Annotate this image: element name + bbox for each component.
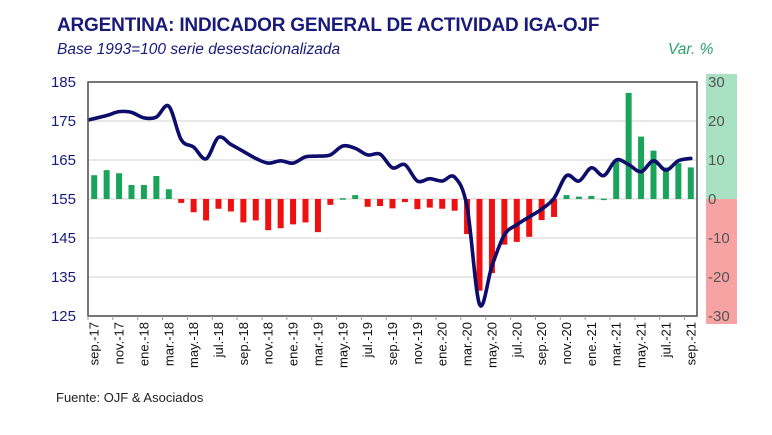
source-note: Fuente: OJF & Asociados bbox=[56, 390, 204, 405]
right-tick-label: -10 bbox=[708, 230, 730, 247]
bar bbox=[650, 150, 657, 199]
x-tick-label: nov.-18 bbox=[261, 322, 276, 364]
bar bbox=[414, 199, 421, 210]
bar bbox=[501, 199, 508, 245]
x-tick-label: jul.-18 bbox=[211, 322, 226, 358]
bar bbox=[439, 199, 446, 209]
bar bbox=[290, 199, 297, 225]
bar bbox=[215, 199, 222, 209]
right-tick-label: 0 bbox=[708, 191, 716, 208]
bar bbox=[625, 92, 632, 199]
x-tick-label: ene.-20 bbox=[435, 322, 450, 366]
negative-band bbox=[706, 199, 737, 324]
right-tick-label: -30 bbox=[708, 308, 730, 325]
bar bbox=[513, 199, 520, 242]
left-tick-label: 165 bbox=[51, 152, 76, 169]
bar bbox=[314, 199, 321, 233]
x-tick-label: may.-18 bbox=[186, 322, 201, 368]
x-tick-label: jul.-21 bbox=[658, 322, 673, 358]
bar bbox=[364, 199, 371, 207]
bar bbox=[140, 184, 147, 199]
bar bbox=[302, 199, 309, 223]
left-tick-label: 175 bbox=[51, 113, 76, 130]
index-line bbox=[87, 103, 693, 308]
bar bbox=[165, 189, 172, 199]
bar bbox=[128, 184, 135, 199]
x-tick-label: mar.-20 bbox=[460, 322, 475, 366]
right-tick-label: -20 bbox=[708, 269, 730, 286]
bar bbox=[203, 199, 210, 221]
bar bbox=[401, 199, 408, 203]
right-tick-label: 30 bbox=[708, 74, 725, 91]
bar bbox=[240, 199, 247, 223]
bar bbox=[178, 199, 185, 203]
bar bbox=[675, 163, 682, 199]
right-axis-ticks: -30 -20 -10 0 10 20 30 bbox=[708, 74, 730, 325]
bar bbox=[116, 173, 123, 199]
x-tick-label: may.-19 bbox=[335, 322, 350, 368]
plot-frame bbox=[87, 81, 698, 317]
bar bbox=[103, 170, 110, 199]
bar bbox=[551, 199, 558, 217]
bar bbox=[600, 198, 607, 201]
right-tick-label: 10 bbox=[708, 152, 725, 169]
x-tick-label: jul.-20 bbox=[509, 322, 524, 358]
line-series bbox=[87, 103, 693, 308]
x-tick-label: may.-20 bbox=[484, 322, 499, 368]
x-tick-label: sep.-20 bbox=[534, 322, 549, 365]
bar bbox=[389, 199, 396, 209]
right-tick-label: 20 bbox=[708, 113, 725, 130]
x-tick-label: ene.-21 bbox=[584, 322, 599, 366]
bar bbox=[377, 199, 384, 207]
bar bbox=[352, 195, 359, 199]
x-tick-label: nov.-20 bbox=[559, 322, 574, 364]
x-tick-label: ene.-18 bbox=[136, 322, 151, 366]
bar bbox=[588, 195, 595, 199]
bar bbox=[426, 199, 433, 208]
x-tick-label: may.-21 bbox=[634, 322, 649, 368]
bar bbox=[575, 196, 582, 199]
bar bbox=[476, 199, 483, 291]
x-tick-label: sep.-18 bbox=[236, 322, 251, 365]
bar bbox=[339, 198, 346, 200]
positive-band bbox=[706, 74, 737, 199]
bar bbox=[638, 136, 645, 199]
bar bbox=[153, 175, 160, 199]
bar bbox=[488, 199, 495, 274]
bar-series bbox=[91, 92, 694, 291]
bar bbox=[451, 199, 458, 211]
left-tick-label: 185 bbox=[51, 74, 76, 91]
bar bbox=[91, 175, 98, 199]
x-tick-label: sep.-19 bbox=[385, 322, 400, 365]
bar bbox=[687, 167, 694, 199]
x-tick-label: jul.-19 bbox=[360, 322, 375, 358]
bar bbox=[277, 199, 284, 229]
bar bbox=[327, 199, 334, 205]
bar bbox=[613, 161, 620, 199]
left-tick-label: 125 bbox=[51, 308, 76, 325]
bar bbox=[662, 167, 669, 199]
x-tick-label: mar.-18 bbox=[161, 322, 176, 366]
right-axis-label: Var. % bbox=[668, 41, 714, 58]
left-tick-label: 135 bbox=[51, 269, 76, 286]
x-tick-label: sep.-21 bbox=[683, 322, 698, 365]
x-tick-label: mar.-21 bbox=[609, 322, 624, 366]
x-tick-label: ene.-19 bbox=[286, 322, 301, 366]
left-tick-label: 155 bbox=[51, 191, 76, 208]
bar bbox=[227, 199, 234, 212]
left-axis-ticks: 125 135 145 155 165 175 185 bbox=[51, 74, 76, 325]
bar bbox=[252, 199, 259, 221]
chart-title: ARGENTINA: INDICADOR GENERAL DE ACTIVIDA… bbox=[57, 15, 600, 36]
x-tick-label: mar.-19 bbox=[310, 322, 325, 366]
left-tick-label: 145 bbox=[51, 230, 76, 247]
x-tick-label: nov.-19 bbox=[410, 322, 425, 364]
bar bbox=[190, 199, 197, 213]
chart-subtitle: Base 1993=100 serie desestacionalizada bbox=[57, 41, 341, 58]
bar bbox=[563, 195, 570, 199]
x-tick-label: nov.-17 bbox=[112, 322, 127, 364]
bar bbox=[265, 199, 272, 231]
x-axis-ticks: sep.-17 nov.-17 ene.-18 mar.-18 may.-18 jul.-… bbox=[87, 316, 698, 368]
x-tick-label: sep.-17 bbox=[87, 322, 102, 365]
